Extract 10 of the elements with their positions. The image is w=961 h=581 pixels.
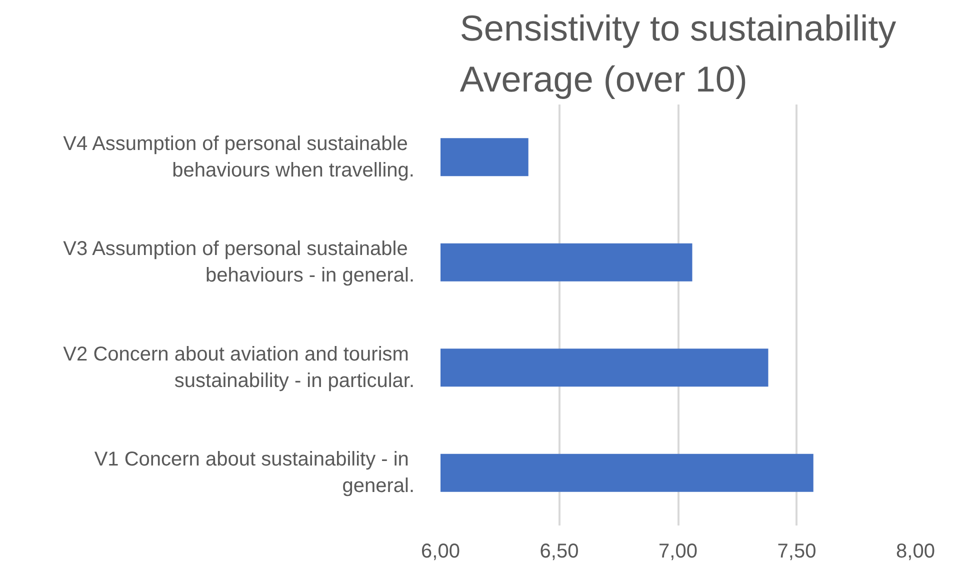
- y-tick-label: V2 Concern about aviation and tourism sustainability - in particular.: [63, 343, 414, 392]
- y-tick-label: V3 Assumption of personal sustainable behaviours - in general.: [63, 238, 414, 287]
- x-tick-label: 6,00: [421, 540, 460, 562]
- x-tick-label: 7,50: [777, 540, 816, 562]
- y-tick-label: V1 Concern about sustainability - in general.: [94, 448, 415, 498]
- x-tick-label: 8,00: [896, 540, 935, 562]
- chart-title: Sensistivity to sustainability Average (over 10): [460, 7, 896, 100]
- x-tick-label: 7,00: [658, 540, 698, 562]
- x-tick-label: 6,50: [540, 540, 579, 562]
- y-tick-label: V4 Assumption of personal sustainable behaviours when travelling.: [63, 132, 415, 182]
